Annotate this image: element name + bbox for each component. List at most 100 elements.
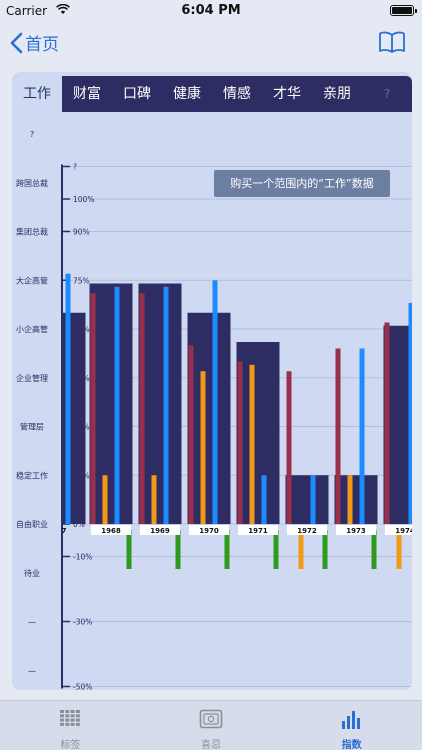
series-bar <box>102 475 108 524</box>
series-bar <box>273 530 279 569</box>
y-category-label: 待业 <box>24 568 40 578</box>
bottom-tab-bar: 标签 喜忌 指数 <box>0 700 422 750</box>
tab-7[interactable]: ? <box>383 87 391 101</box>
tab-1[interactable]: 财富 <box>73 86 101 102</box>
series-bar <box>371 530 377 569</box>
series-bar <box>200 371 206 524</box>
tab-5[interactable]: 才华 <box>273 86 301 102</box>
y-category-label: ? <box>30 130 34 139</box>
work-index-chart: ?100%90%75%60%45%30%15%0%-10%-30%-50%719… <box>16 130 412 691</box>
series-bar <box>224 530 230 569</box>
y-tick-label: 100% <box>73 195 94 204</box>
tab-bar-item-2[interactable]: 指数 <box>281 701 422 750</box>
carrier-label: Carrier <box>6 4 48 18</box>
x-label-box <box>91 525 131 535</box>
background-bar <box>187 312 231 524</box>
tab-4[interactable]: 情感 <box>223 86 251 102</box>
x-tick-label: 1970 <box>199 527 219 535</box>
series-bar <box>310 475 316 524</box>
x-tick-label: 1968 <box>101 527 121 535</box>
background-bar <box>89 283 133 524</box>
series-bar <box>298 530 304 569</box>
series-bar <box>261 475 267 524</box>
y-tick-label: 90% <box>73 228 90 237</box>
x-tick-label: 1969 <box>150 527 170 535</box>
clock: 6:04 PM <box>181 3 241 18</box>
tab-bar-item-1[interactable]: 喜忌 <box>141 701 282 750</box>
series-bar <box>212 280 218 524</box>
series-bar <box>139 293 145 524</box>
y-category-label: 企业管理 <box>16 373 48 383</box>
photo-icon <box>199 709 223 733</box>
series-bar <box>396 530 402 569</box>
series-bar <box>237 361 243 524</box>
buy-data-button[interactable]: 购买一个范围内的“工作”数据 <box>214 170 390 197</box>
status-bar: Carrier 6:04 PM <box>0 0 422 22</box>
x-label-box <box>238 525 278 535</box>
series-bar <box>163 286 169 524</box>
tab-bar-label: 喜忌 <box>201 740 221 750</box>
background-bar <box>236 342 280 524</box>
background-bar <box>285 475 329 524</box>
back-label: 首页 <box>25 35 59 55</box>
y-category-label: 大企高管 <box>16 275 48 285</box>
y-category-label: — <box>28 666 36 675</box>
series-bar <box>335 348 341 524</box>
x-tick-label: 1972 <box>297 527 317 535</box>
y-tick-label: ? <box>73 163 77 172</box>
series-bar <box>286 371 292 524</box>
series-bar <box>188 345 194 524</box>
tab-bar-item-0[interactable]: 标签 <box>0 701 141 750</box>
battery-icon <box>390 5 417 16</box>
y-category-label: 跨国总裁 <box>16 178 48 188</box>
background-bar <box>334 475 378 524</box>
series-bar <box>359 348 365 524</box>
series-bar <box>126 530 132 569</box>
x-tick-label: 7 <box>62 527 67 535</box>
series-bar <box>175 530 181 569</box>
series-bar <box>249 364 255 524</box>
x-label-box <box>140 525 180 535</box>
navigation-bar: 首页 <box>0 22 422 66</box>
tab-2[interactable]: 口碑 <box>123 86 151 102</box>
series-bar <box>408 303 412 524</box>
series-bar <box>114 286 120 524</box>
series-bar <box>322 530 328 569</box>
y-category-label: 管理层 <box>20 422 44 432</box>
bar-chart-icon <box>340 709 364 733</box>
back-button[interactable]: 首页 <box>10 30 59 55</box>
y-tick-label: 0% <box>73 520 85 529</box>
x-tick-label: 1973 <box>346 527 366 535</box>
category-tabs: 工作 财富 口碑 健康 情感 才华 亲朋? <box>12 76 412 112</box>
y-category-label: — <box>28 618 36 627</box>
series-bar <box>65 273 71 524</box>
x-label-box <box>336 525 376 535</box>
book-button[interactable] <box>378 30 406 58</box>
series-bar <box>90 293 96 524</box>
chevron-left-icon <box>10 32 23 53</box>
series-bar <box>347 475 353 524</box>
tab-6[interactable]: 亲朋 <box>323 86 351 102</box>
x-label-box <box>189 525 229 535</box>
x-tick-label: 1971 <box>248 527 268 535</box>
x-label-box <box>385 525 412 535</box>
y-category-label: 自由职业 <box>16 519 48 529</box>
tab-bar-label: 标签 <box>60 740 81 750</box>
tab-0[interactable]: 工作 <box>12 76 62 112</box>
tab-3[interactable]: 健康 <box>173 86 201 102</box>
y-tick-label: -50% <box>73 683 92 691</box>
y-category-label: 集团总裁 <box>16 227 48 237</box>
series-bar <box>151 475 157 524</box>
tab-bar-label: 指数 <box>341 740 362 750</box>
chart-area: ?100%90%75%60%45%30%15%0%-10%-30%-50%719… <box>12 112 412 690</box>
y-tick-label: -30% <box>73 618 92 627</box>
y-tick-label: -10% <box>73 553 92 562</box>
x-tick-label: 1974 <box>395 527 412 535</box>
y-category-label: 稳定工作 <box>16 470 48 480</box>
grid-icon <box>59 709 81 731</box>
x-label-box <box>287 525 327 535</box>
y-category-label: 小企高管 <box>16 324 48 334</box>
y-tick-label: 75% <box>73 276 90 285</box>
book-icon <box>379 31 405 53</box>
